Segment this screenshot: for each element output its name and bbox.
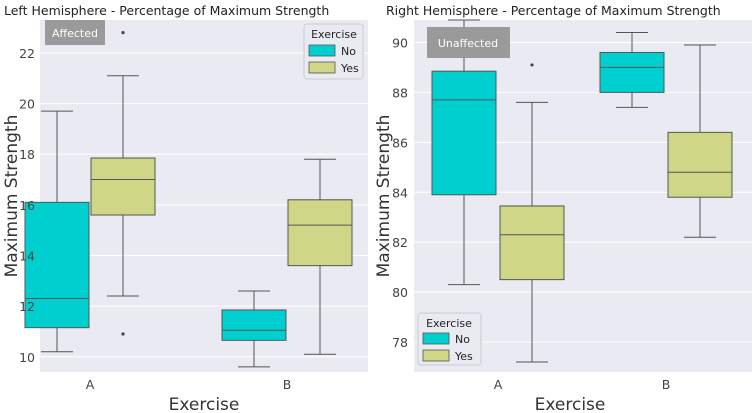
box-yes-a [499,63,565,363]
legend-title: Exercise [426,317,472,330]
legend: Exercise No Yes [303,23,364,80]
outlier-point [530,63,534,67]
y-tick-label: 82 [392,235,408,250]
boxplot-marks [431,19,733,363]
left-hemisphere-chart: Left Hemisphere - Percentage of Maximum … [2,3,368,413]
y-tick-label: 20 [19,97,35,112]
unaffected-badge [427,27,510,58]
iqr-box [287,199,353,267]
iqr-box [221,309,287,341]
iqr-box [499,205,565,281]
box-no-b [221,290,287,368]
right-hemisphere-chart: Right Hemisphere - Percentage of Maximum… [374,3,752,413]
legend-label-no: No [455,333,470,346]
x-tick-label-a: A [494,377,503,392]
legend-swatch-no [308,44,336,57]
legend-title: Exercise [311,28,357,41]
box-no-a [431,19,497,286]
box-no-a [24,110,90,353]
y-tick-label: 14 [19,249,35,264]
x-tick-label-b: B [283,377,292,392]
legend-swatch-yes [422,349,450,362]
y-tick-label: 90 [392,35,408,50]
y-tick-label: 22 [19,46,35,61]
box-yes-b [287,158,353,355]
legend-swatch-yes [308,61,336,74]
y-tick-label: 86 [392,135,408,150]
outlier-point [121,332,125,336]
legend-swatch-no [422,332,450,345]
chart-title: Left Hemisphere - Percentage of Maximum … [4,3,329,18]
x-axis-label: Exercise [169,395,240,413]
y-tick-label: 80 [392,285,408,300]
y-tick-label: 78 [392,335,408,350]
y-axis-label: Maximum Strength [374,115,394,278]
y-tick-labels: 78 80 82 84 86 88 90 [392,35,408,350]
unaffected-badge-label: Unaffected [438,37,498,50]
affected-badge-label: Affected [52,27,98,40]
iqr-box [599,51,665,93]
y-axis-label: Maximum Strength [2,115,22,278]
y-tick-label: 10 [19,350,35,365]
y-tick-label: 12 [19,299,35,314]
y-tick-label: 18 [19,147,35,162]
y-tick-label: 84 [392,185,408,200]
y-tick-label: 88 [392,85,408,100]
x-tick-label-b: B [662,377,671,392]
legend-label-no: No [341,45,356,58]
iqr-box [90,157,156,216]
x-axis-label: Exercise [535,395,606,413]
y-tick-label: 16 [19,198,35,213]
boxplot-marks [24,31,353,368]
y-tick-labels: 10 12 14 16 18 20 22 [19,46,35,365]
legend-label-yes: Yes [454,350,473,363]
legend-label-yes: Yes [340,62,359,75]
x-tick-label-a: A [86,377,95,392]
outlier-point [121,31,125,35]
affected-badge [45,20,105,45]
iqr-box [667,131,733,198]
box-no-b [599,31,665,108]
box-yes-a [90,31,156,336]
iqr-box [431,70,497,196]
chart-title: Right Hemisphere - Percentage of Maximum… [386,3,721,18]
box-yes-b [667,44,733,238]
iqr-box [24,201,90,329]
legend: Exercise No Yes [417,312,482,366]
